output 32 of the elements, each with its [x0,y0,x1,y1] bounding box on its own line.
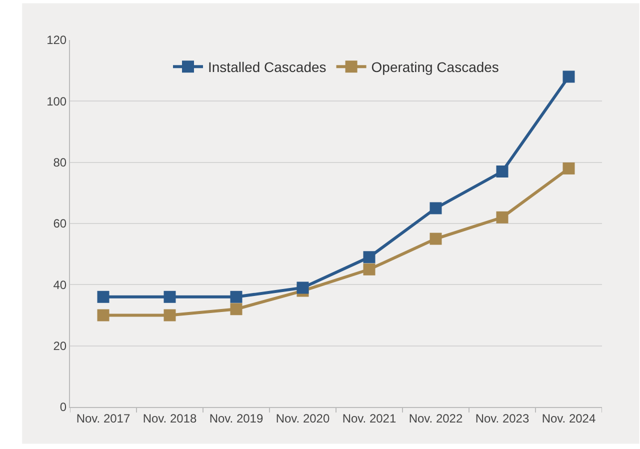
point [164,309,176,322]
x-tick-label: Nov. 2022 [408,411,463,426]
x-tick-label: Nov. 2017 [76,411,130,426]
point [496,166,508,178]
y-tick-label: 120 [46,33,67,48]
y-tick-label: 100 [46,94,67,108]
x-tick-label: Nov. 2023 [475,411,530,426]
point [496,211,508,224]
y-tick-label: 40 [53,278,67,292]
point [230,303,242,316]
x-tick-label: Nov. 2019 [209,411,264,426]
point [230,290,242,303]
point [562,162,575,174]
point [430,232,442,245]
point [430,202,442,214]
point [97,309,110,322]
y-tick-label: 80 [53,156,67,170]
point [164,290,176,303]
y-tick-label: 20 [53,339,67,354]
point [363,263,376,276]
point [97,290,110,303]
x-tick-label: Nov. 2024 [542,411,596,426]
x-tick-label: Nov. 2018 [142,411,197,426]
legend-label: Installed Cascades [208,59,326,76]
y-tick-label: 60 [53,216,67,231]
x-tick-label: Nov. 2020 [276,411,330,426]
point [363,251,376,264]
x-tick-label: Nov. 2021 [342,411,396,426]
point [562,70,575,83]
y-tick-label: 0 [60,400,67,414]
point [296,282,309,294]
legend-label: Operating Cascades [371,59,499,76]
